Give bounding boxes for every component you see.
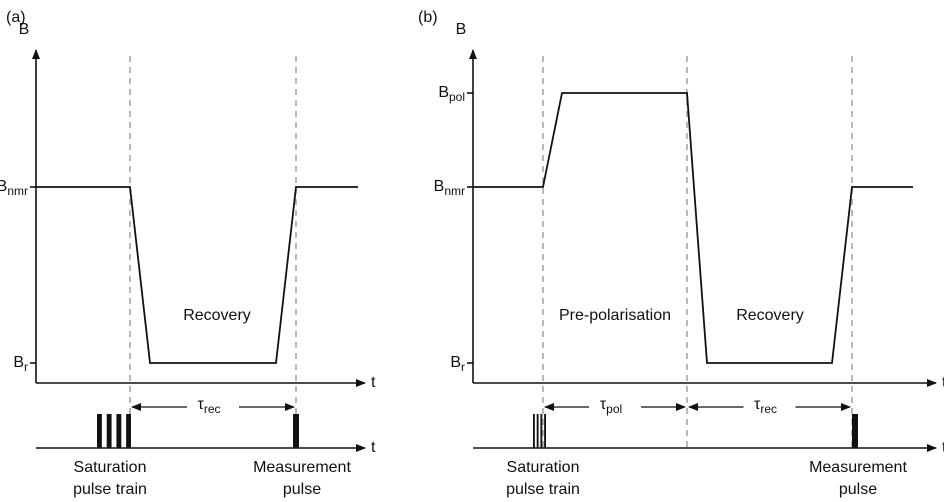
base: τ [754, 396, 761, 413]
sub: rec [204, 402, 221, 416]
y-axis-label: B [456, 21, 467, 38]
pulse-label: pulse [839, 481, 877, 498]
pulse-label: pulse train [506, 481, 580, 498]
base: B [438, 84, 449, 101]
pulse-label: Saturation [74, 459, 147, 476]
base: τ [198, 396, 205, 413]
sub: r [461, 360, 465, 374]
level-label: Bpol [438, 84, 465, 104]
base: B [434, 178, 445, 195]
phase-label: Recovery [736, 307, 804, 324]
phase-label: Pre-polarisation [559, 307, 671, 324]
field-waveform [36, 186, 358, 364]
interval-label: τpol [600, 396, 622, 416]
interval-label: τrec [198, 396, 221, 416]
y-axis-label: B [19, 21, 30, 38]
pulse-label: Measurement [253, 459, 351, 476]
measurement-pulse [293, 414, 299, 448]
saturation-pulse [540, 414, 543, 448]
pulse-axis-label: t [371, 439, 376, 456]
base: τ [600, 396, 607, 413]
sub: nmr [7, 184, 28, 198]
saturation-pulse [106, 414, 112, 448]
field-waveform [473, 92, 913, 364]
pulse-label: Measurement [809, 459, 907, 476]
measurement-pulse [852, 414, 858, 448]
x-axis-label: t [942, 374, 944, 391]
saturation-pulse [126, 414, 131, 448]
phase-label: Recovery [183, 307, 251, 324]
pulse-label: pulse [283, 481, 321, 498]
level-label: Bnmr [434, 178, 465, 198]
sub: r [24, 360, 28, 374]
sub: nmr [444, 184, 465, 198]
pulse-axis-label: t [942, 439, 944, 456]
panel-label: (b) [418, 9, 438, 26]
saturation-pulse [544, 414, 546, 448]
pulse-label: pulse train [73, 481, 147, 498]
level-label: Br [450, 354, 465, 374]
level-label: Br [13, 354, 28, 374]
interval-label: τrec [754, 396, 777, 416]
sub: pol [606, 402, 622, 416]
saturation-pulse [97, 414, 102, 448]
sub: rec [760, 402, 777, 416]
saturation-pulse [116, 414, 122, 448]
panel-label: (a) [6, 9, 26, 26]
level-label: Bnmr [0, 178, 28, 198]
pulse-label: Saturation [507, 459, 580, 476]
x-axis-label: t [371, 374, 376, 391]
sub: pol [449, 90, 465, 104]
saturation-pulse [536, 414, 539, 448]
saturation-pulse [533, 414, 535, 448]
base: B [450, 354, 461, 371]
base: B [0, 178, 7, 195]
base: B [13, 354, 24, 371]
